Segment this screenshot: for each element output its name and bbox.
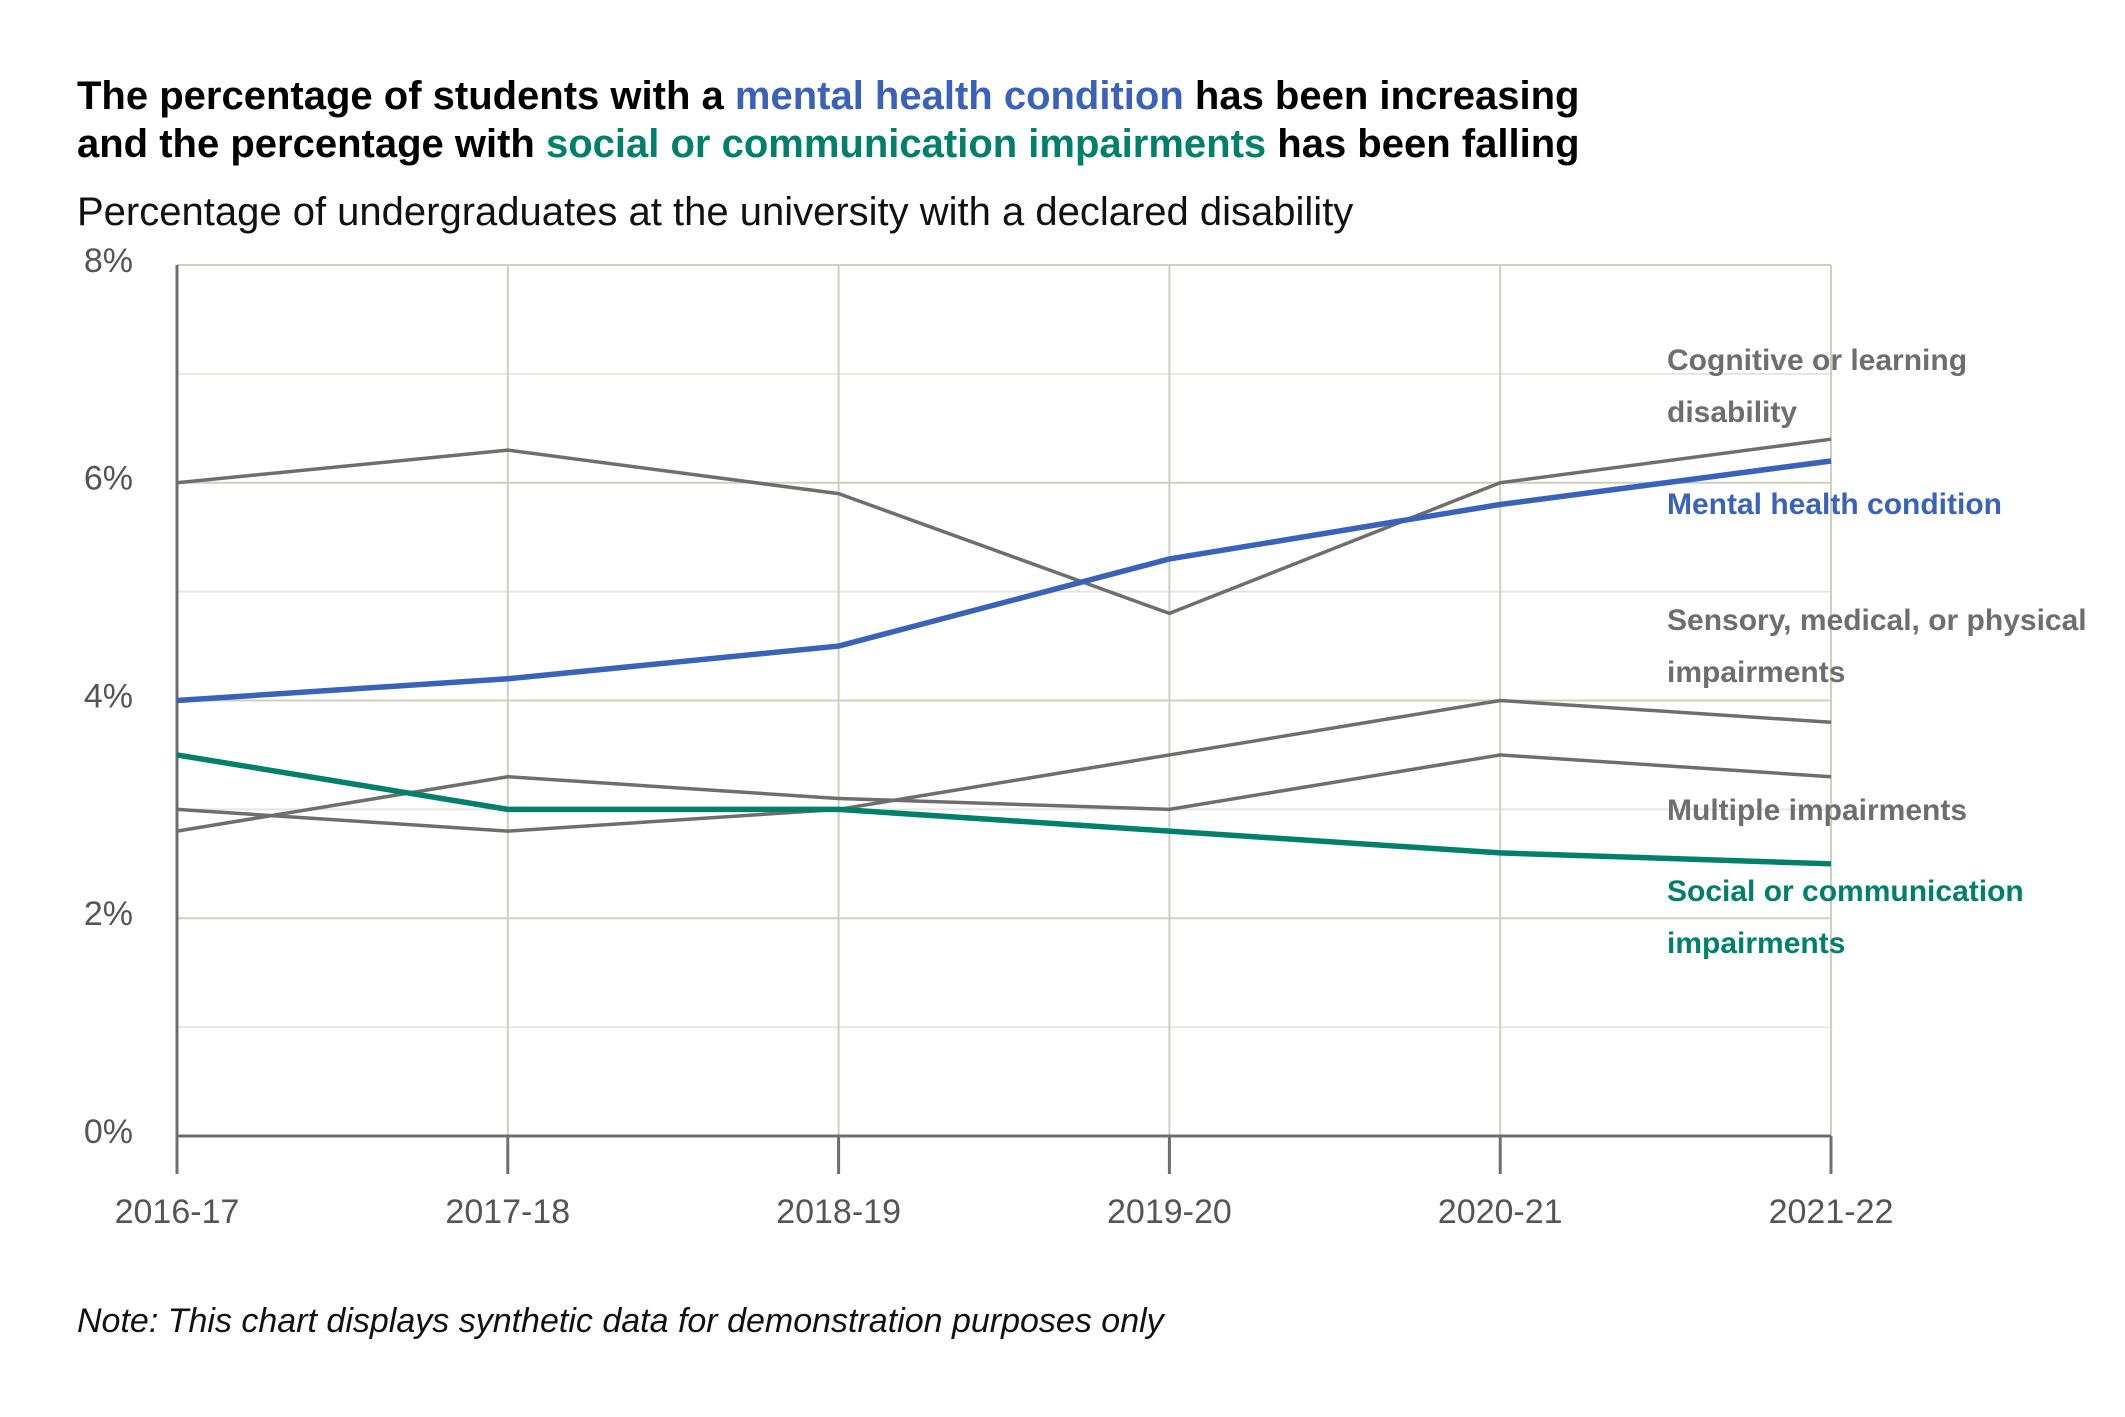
series-line	[176, 437, 1832, 616]
y-tick-label: 8%	[84, 242, 133, 280]
x-tick-label: 2018-19	[776, 1193, 901, 1231]
title-segment: has been falling	[1266, 122, 1580, 166]
y-tick-label: 2%	[84, 895, 133, 933]
series-label: Cognitive or learning disability	[1667, 344, 1968, 429]
x-tick-label: 2019-20	[1107, 1193, 1232, 1231]
x-tick-label: 2017-18	[445, 1193, 570, 1231]
chart-note: Note: This chart displays synthetic data…	[77, 1302, 1164, 1340]
title-segment: has been increasing	[1183, 74, 1580, 118]
x-tick-label: 2016-17	[115, 1193, 240, 1231]
series-label: Social or communication impairments	[1667, 875, 2024, 960]
chart-title-line: and the percentage with social or commun…	[77, 120, 1580, 168]
x-tick-label: 2020-21	[1438, 1193, 1563, 1231]
series-label: Multiple impairments	[1667, 794, 1968, 827]
y-tick-label: 0%	[84, 1113, 133, 1151]
title-segment: The percentage of students with a	[77, 74, 735, 118]
title-segment: mental health condition	[734, 74, 1184, 118]
series-line	[176, 752, 1832, 867]
title-segment: and the percentage with	[77, 122, 546, 166]
y-tick-label: 4%	[84, 677, 133, 715]
y-tick-label: 6%	[84, 460, 133, 498]
title-segment: social or communication impairments	[545, 122, 1267, 166]
series-label: Sensory, medical, or physical impairment…	[1667, 604, 2087, 689]
chart-subtitle: Percentage of undergraduates at the univ…	[77, 190, 1354, 234]
chart-title-line: The percentage of students with a mental…	[77, 72, 1579, 120]
series-line	[176, 753, 1832, 833]
series-line	[176, 458, 1832, 704]
series-line	[176, 698, 1832, 833]
series-label: Mental health condition	[1667, 488, 2002, 521]
x-tick-label: 2021-22	[1769, 1193, 1894, 1231]
